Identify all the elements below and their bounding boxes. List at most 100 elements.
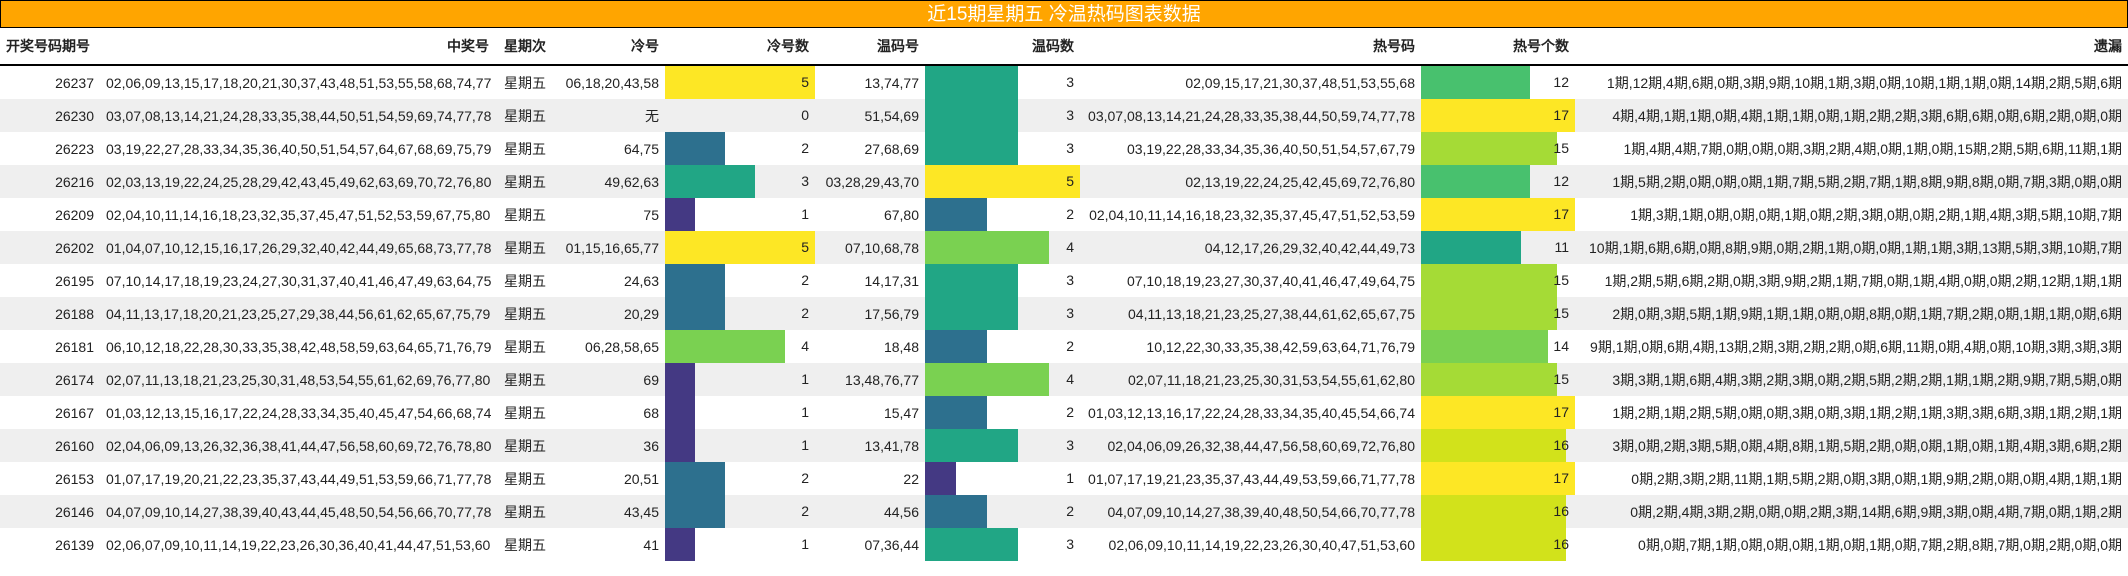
warm-count-value: 5 [1066, 173, 1074, 189]
cold-count-value: 2 [801, 470, 809, 486]
hot-count-value: 15 [1553, 305, 1569, 321]
period-cell: 26237 [55, 74, 94, 91]
hot-count-cell: 17 [1421, 462, 1575, 495]
warm-count-bar [925, 198, 987, 231]
hot-count-cell: 15 [1421, 297, 1575, 330]
warm-numbers-cell: 03,28,29,43,70 [815, 165, 925, 198]
hot-count-bar [1421, 330, 1548, 363]
hot-numbers-cell: 01,03,12,13,16,17,22,24,28,33,34,35,40,4… [1088, 404, 1415, 421]
warm-count-bar [925, 330, 987, 363]
hot-count-bar [1421, 99, 1575, 132]
table-row: 26209 02,04,10,11,14,16,18,23,32,35,37,45… [0, 198, 2128, 231]
winning-numbers-cell: 06,10,12,18,22,28,30,33,35,38,42,48,58,5… [106, 338, 492, 355]
cold-count-cell: 2 [665, 132, 815, 165]
weekday-cell: 星期五 [495, 495, 555, 528]
cold-numbers-cell: 06,18,20,43,58 [565, 74, 659, 91]
cold-count-bar [665, 330, 785, 363]
missing-cell: 1期,2期,1期,2期,5期,0期,0期,3期,0期,3期,1期,2期,1期,3… [1612, 404, 2122, 421]
hot-count-cell: 17 [1421, 396, 1575, 429]
table-row: 26153 01,07,17,19,20,21,22,23,35,37,43,44… [0, 462, 2128, 495]
hot-count-cell: 16 [1421, 528, 1575, 561]
cold-numbers-cell: 20,51 [623, 470, 659, 487]
cold-count-value: 1 [801, 437, 809, 453]
hot-count-value: 15 [1553, 371, 1569, 387]
cold-numbers-cell: 24,63 [623, 272, 659, 289]
hot-count-cell: 15 [1421, 132, 1575, 165]
period-cell: 26153 [55, 470, 94, 487]
warm-numbers-cell: 13,74,77 [864, 74, 920, 91]
missing-cell: 1期,5期,2期,0期,0期,0期,1期,7期,5期,2期,7期,1期,8期,9… [1575, 165, 2128, 198]
col-header-hot-count[interactable]: 热号个数 [1421, 28, 1575, 66]
warm-count-value: 2 [1066, 503, 1074, 519]
weekday-cell: 星期五 [504, 206, 546, 223]
period-cell: 26188 [0, 297, 100, 330]
cold-count-value: 2 [801, 503, 809, 519]
hot-numbers-cell: 02,04,10,11,14,16,18,23,32,35,37,45,47,5… [1089, 206, 1415, 223]
period-cell: 26181 [55, 338, 94, 355]
cold-count-value: 2 [801, 140, 809, 156]
table-row: 26181 06,10,12,18,22,28,30,33,35,38,42,48… [0, 330, 2128, 363]
col-header-missing[interactable]: 遗漏 [1575, 28, 2128, 66]
hot-numbers-cell: 02,13,19,22,24,25,42,45,69,72,76,80 [1080, 165, 1421, 198]
cold-count-value: 2 [801, 305, 809, 321]
col-header-warm[interactable]: 温码号 [815, 28, 925, 66]
cold-count-bar [665, 528, 695, 561]
cold-count-value: 1 [801, 206, 809, 222]
cold-count-value: 1 [801, 536, 809, 552]
cold-numbers-cell: 36 [555, 429, 665, 462]
warm-count-bar [925, 495, 987, 528]
hot-numbers-cell: 03,19,22,28,33,34,35,36,40,50,51,54,57,6… [1126, 140, 1415, 157]
hot-numbers-cell: 02,09,15,17,21,30,37,48,51,53,55,68 [1185, 74, 1415, 91]
missing-cell: 1期,2期,5期,6期,2期,0期,3期,9期,2期,1期,7期,0期,1期,4… [1604, 272, 2122, 289]
warm-count-cell: 3 [925, 264, 1080, 297]
col-header-numbers[interactable]: 中奖号 [100, 28, 495, 66]
cold-count-cell: 1 [665, 429, 815, 462]
hot-count-cell: 12 [1421, 65, 1575, 99]
col-header-cold-count[interactable]: 冷号数 [665, 28, 815, 66]
col-header-cold[interactable]: 冷号 [555, 28, 665, 66]
warm-count-value: 4 [1066, 371, 1074, 387]
hot-numbers-cell: 03,07,08,13,14,21,24,28,33,35,38,44,50,5… [1080, 99, 1421, 132]
missing-cell: 3期,3期,1期,6期,4期,3期,2期,3期,0期,2期,5期,2期,2期,1… [1575, 363, 2128, 396]
warm-count-value: 3 [1066, 107, 1074, 123]
cold-count-value: 3 [801, 173, 809, 189]
hot-numbers-cell: 07,10,18,19,23,27,30,37,40,41,46,47,49,6… [1126, 272, 1415, 289]
missing-cell: 3期,0期,2期,3期,5期,0期,4期,8期,1期,5期,2期,0期,0期,1… [1575, 429, 2128, 462]
cold-numbers-cell: 64,75 [623, 140, 659, 157]
missing-cell: 9期,1期,0期,6期,4期,13期,2期,3期,2期,2期,0期,6期,11期… [1590, 338, 2122, 355]
warm-count-bar [925, 66, 1018, 99]
cold-count-cell: 2 [665, 495, 815, 528]
hot-count-cell: 14 [1421, 330, 1575, 363]
weekday-cell: 星期五 [504, 536, 546, 553]
hot-count-cell: 17 [1421, 99, 1575, 132]
warm-numbers-cell: 27,68,69 [864, 140, 920, 157]
header-row: 开奖号码期号 中奖号 星期次 冷号 冷号数 温码号 温码数 热号码 热号个数 遗… [0, 28, 2128, 66]
warm-count-bar [925, 297, 1018, 330]
weekday-cell: 星期五 [504, 140, 546, 157]
col-header-weekday[interactable]: 星期次 [495, 28, 555, 66]
warm-count-cell: 2 [925, 495, 1080, 528]
weekday-cell: 星期五 [495, 297, 555, 330]
warm-count-value: 3 [1066, 437, 1074, 453]
col-header-hot[interactable]: 热号码 [1080, 28, 1421, 66]
weekday-cell: 星期五 [504, 404, 546, 421]
period-cell: 26230 [0, 99, 100, 132]
hot-numbers-cell: 02,06,09,10,11,14,19,22,23,26,30,40,47,5… [1108, 536, 1415, 553]
cold-count-cell: 1 [665, 528, 815, 561]
col-header-warm-count[interactable]: 温码数 [925, 28, 1080, 66]
table-row: 26202 01,04,07,10,12,15,16,17,26,29,32,40… [0, 231, 2128, 264]
table-row: 26174 02,07,11,13,18,21,23,25,30,31,48,53… [0, 363, 2128, 396]
cold-numbers-cell: 06,28,58,65 [585, 338, 659, 355]
cold-count-cell: 1 [665, 396, 815, 429]
winning-numbers-cell: 01,04,07,10,12,15,16,17,26,29,32,40,42,4… [100, 231, 495, 264]
cold-numbers-cell: 41 [643, 536, 659, 553]
cold-numbers-cell: 75 [643, 206, 659, 223]
weekday-cell: 星期五 [495, 363, 555, 396]
cold-count-bar [665, 264, 725, 297]
warm-count-value: 3 [1066, 536, 1074, 552]
hot-count-value: 17 [1553, 206, 1569, 222]
warm-count-bar [925, 99, 1018, 132]
warm-count-value: 1 [1066, 470, 1074, 486]
hot-count-bar [1421, 132, 1557, 165]
col-header-period[interactable]: 开奖号码期号 [0, 28, 100, 66]
